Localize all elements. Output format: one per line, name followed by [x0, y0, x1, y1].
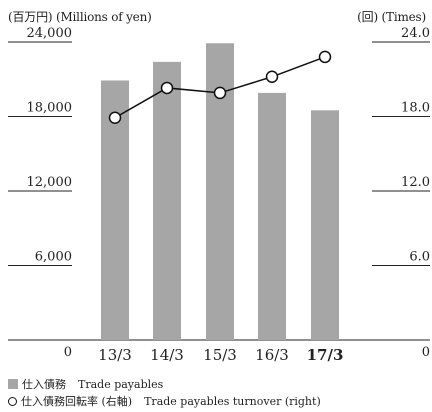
turnover-point	[160, 81, 174, 95]
left-tick-label: 6,000	[35, 250, 72, 265]
right-tick-label: 18.0	[401, 101, 430, 116]
legend-item-bar: 仕入債務 Trade payables	[8, 376, 163, 392]
turnover-point	[108, 111, 122, 124]
bar-trade-payables	[258, 92, 286, 341]
turnover-line	[108, 50, 332, 124]
turnover-point	[318, 50, 332, 64]
legend-bar-label-jp: 仕入債務	[22, 378, 66, 391]
legend-item-line: 仕入債務回転率 (右軸) Trade payables turnover (ri…	[8, 393, 321, 409]
category-label: 17/3	[307, 346, 344, 364]
legend-line-label-jp: 仕入債務回転率 (右軸)	[21, 395, 133, 408]
left-tick-label: 24,000	[27, 26, 73, 41]
left-tick-label: 18,000	[27, 101, 73, 116]
bar-trade-payables	[153, 61, 181, 340]
legend-bar-swatch	[8, 379, 18, 389]
bar-line-chart: 0 0 6,000 6.0 12,000 12.0 18,000 18.0 24,000 24.0…	[8, 26, 431, 364]
left-tick-label: 0	[64, 345, 72, 360]
tick-labels: 0 0 6,000 6.0 12,000 12.0 18,000 18.0 24,000 24.0	[27, 26, 431, 360]
turnover-point	[213, 86, 227, 100]
right-axis-unit: (回) (Times)	[357, 10, 426, 24]
right-tick-label: 12.0	[401, 175, 430, 190]
left-axis-unit: (百万円) (Millions of yen)	[8, 10, 152, 24]
legend-line-label-en: Trade payables turnover (right)	[144, 394, 321, 408]
category-label: 15/3	[203, 346, 237, 364]
turnover-point	[265, 70, 279, 84]
bars	[101, 43, 339, 341]
right-tick-label: 0	[422, 345, 430, 360]
right-tick-label: 24.0	[401, 26, 430, 41]
category-label: 14/3	[150, 346, 184, 364]
right-tick-label: 6.0	[409, 250, 430, 265]
legend-bar-label-en: Trade payables	[78, 377, 164, 391]
category-labels: 13/3 14/3 15/3 16/3 17/3	[98, 346, 343, 364]
bar-trade-payables	[311, 110, 339, 341]
category-label: 16/3	[255, 346, 289, 364]
legend-line-marker	[8, 396, 17, 406]
category-label: 13/3	[98, 346, 132, 364]
left-tick-label: 12,000	[27, 175, 73, 190]
